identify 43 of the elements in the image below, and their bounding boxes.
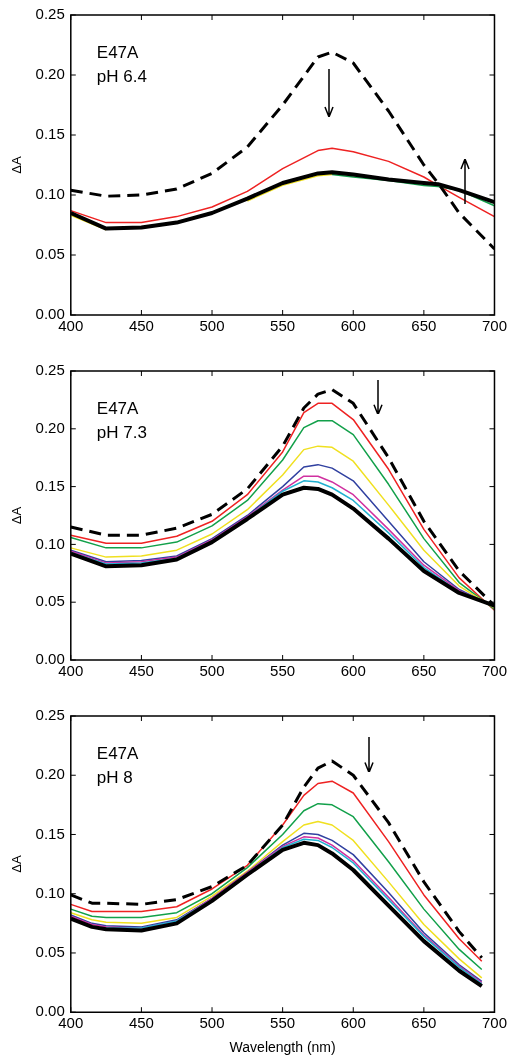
y-axis-title: ΔA bbox=[9, 156, 25, 174]
y-tick-label: 0.25 bbox=[35, 706, 65, 724]
x-tick-label: 450 bbox=[128, 1014, 154, 1032]
x-tick-label: 600 bbox=[340, 662, 366, 680]
x-tick-label: 700 bbox=[481, 317, 507, 335]
y-tick-label: 0.05 bbox=[35, 592, 65, 610]
x-tick-label: 500 bbox=[199, 317, 225, 335]
annotation: E47A bbox=[96, 399, 140, 419]
x-tick-label: 550 bbox=[270, 1014, 296, 1032]
x-tick-label: 500 bbox=[199, 662, 225, 680]
x-tick-label: 600 bbox=[340, 317, 366, 335]
annotation: E47A bbox=[96, 43, 140, 63]
y-tick-label: 0.25 bbox=[35, 361, 65, 379]
annotation: pH 6.4 bbox=[96, 67, 147, 87]
x-tick-label: 650 bbox=[411, 317, 437, 335]
y-tick-label: 0.15 bbox=[35, 824, 65, 842]
y-tick-label: 0.05 bbox=[35, 245, 65, 263]
x-tick-label: 650 bbox=[411, 662, 437, 680]
x-tick-label: 650 bbox=[411, 1014, 437, 1032]
annotation: pH 8 bbox=[96, 768, 133, 788]
x-axis-title: Wavelength (nm) bbox=[229, 1039, 336, 1056]
y-tick-label: 0.25 bbox=[35, 5, 65, 23]
x-tick-label: 700 bbox=[481, 662, 507, 680]
y-tick-label: 0.05 bbox=[35, 943, 65, 961]
y-tick-label: 0.10 bbox=[35, 185, 65, 203]
x-tick-label: 500 bbox=[199, 1014, 225, 1032]
y-tick-label: 0.20 bbox=[35, 418, 65, 436]
annotation: E47A bbox=[96, 744, 140, 764]
y-axis-title: ΔA bbox=[9, 506, 25, 525]
y-axis-title: ΔA bbox=[9, 855, 25, 873]
x-tick-label: 550 bbox=[270, 662, 296, 680]
y-tick-label: 0.15 bbox=[35, 125, 65, 143]
y-tick-label: 0.10 bbox=[35, 534, 65, 552]
x-tick-label: 450 bbox=[128, 317, 154, 335]
x-tick-label: 550 bbox=[270, 317, 296, 335]
y-tick-label: 0.20 bbox=[35, 765, 65, 783]
y-tick-label: 0.15 bbox=[35, 476, 65, 494]
y-tick-label: 0.10 bbox=[35, 883, 65, 901]
x-tick-label: 450 bbox=[128, 662, 154, 680]
x-tick-label: 700 bbox=[481, 1014, 507, 1032]
annotation: pH 7.3 bbox=[96, 423, 147, 443]
x-tick-label: 600 bbox=[340, 1014, 366, 1032]
y-tick-label: 0.20 bbox=[35, 65, 65, 83]
